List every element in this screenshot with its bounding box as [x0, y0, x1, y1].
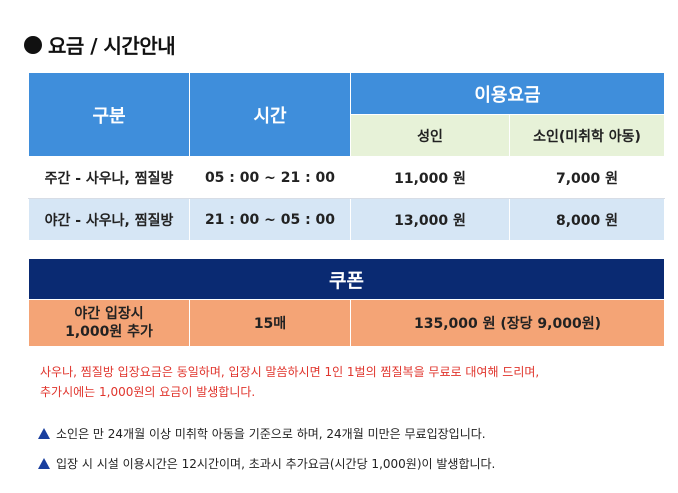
triangle-bullet-icon	[38, 428, 50, 439]
header-adult: 성인	[350, 114, 510, 157]
coupon-count: 15매	[189, 299, 351, 347]
row-adult-price: 11,000 원	[350, 156, 510, 199]
row-category: 주간 - 사우나, 찜질방	[28, 156, 190, 199]
row-time: 05 : 00 ~ 21 : 00	[189, 156, 351, 199]
coupon-label: 야간 입장시 1,000원 추가	[28, 299, 190, 347]
note-text: 입장 시 시설 이용시간은 12시간이며, 초과시 추가요금(시간당 1,000…	[56, 457, 496, 471]
coupon-label-line1: 야간 입장시	[74, 306, 144, 322]
notice-red-line1: 사우나, 찜질방 입장요금은 동일하며, 입장시 말씀하시면 1인 1벌의 찜질…	[40, 365, 540, 379]
bullet-icon	[24, 35, 42, 54]
notice-red: 사우나, 찜질방 입장요금은 동일하며, 입장시 말씀하시면 1인 1벌의 찜질…	[40, 362, 640, 402]
row-child-price: 8,000 원	[509, 198, 665, 241]
note-text: 소인은 만 24개월 이상 미취학 아동을 기준으로 하며, 24개월 미만은 …	[56, 427, 486, 441]
price-table: 구분 시간 이용요금 성인 소인(미취학 아동) 주간 - 사우나, 찜질방 0…	[28, 72, 665, 241]
coupon-header: 쿠폰	[28, 258, 665, 300]
header-fee: 이용요금	[350, 72, 665, 115]
triangle-bullet-icon	[38, 458, 50, 469]
notice-red-line2: 추가시에는 1,000원의 요금이 발생합니다.	[40, 385, 256, 399]
row-time: 21 : 00 ~ 05 : 00	[189, 198, 351, 241]
page-title: 요금 / 시간안내	[24, 30, 176, 59]
coupon-price: 135,000 원 (장당 9,000원)	[350, 299, 665, 347]
row-child-price: 7,000 원	[509, 156, 665, 199]
header-time: 시간	[189, 72, 351, 157]
note-item: 입장 시 시설 이용시간은 12시간이며, 초과시 추가요금(시간당 1,000…	[38, 455, 495, 472]
coupon-table: 쿠폰 야간 입장시 1,000원 추가 15매 135,000 원 (장당 9,…	[28, 258, 665, 347]
header-category: 구분	[28, 72, 190, 157]
header-child: 소인(미취학 아동)	[509, 114, 665, 157]
row-adult-price: 13,000 원	[350, 198, 510, 241]
note-item: 소인은 만 24개월 이상 미취학 아동을 기준으로 하며, 24개월 미만은 …	[38, 425, 486, 442]
coupon-label-line2: 1,000원 추가	[65, 324, 153, 340]
table-row: 야간 - 사우나, 찜질방 21 : 00 ~ 05 : 00 13,000 원…	[28, 198, 665, 241]
page-title-text: 요금 / 시간안내	[48, 34, 176, 58]
row-category: 야간 - 사우나, 찜질방	[28, 198, 190, 241]
table-row: 주간 - 사우나, 찜질방 05 : 00 ~ 21 : 00 11,000 원…	[28, 156, 665, 199]
coupon-row: 야간 입장시 1,000원 추가 15매 135,000 원 (장당 9,000…	[28, 299, 665, 347]
